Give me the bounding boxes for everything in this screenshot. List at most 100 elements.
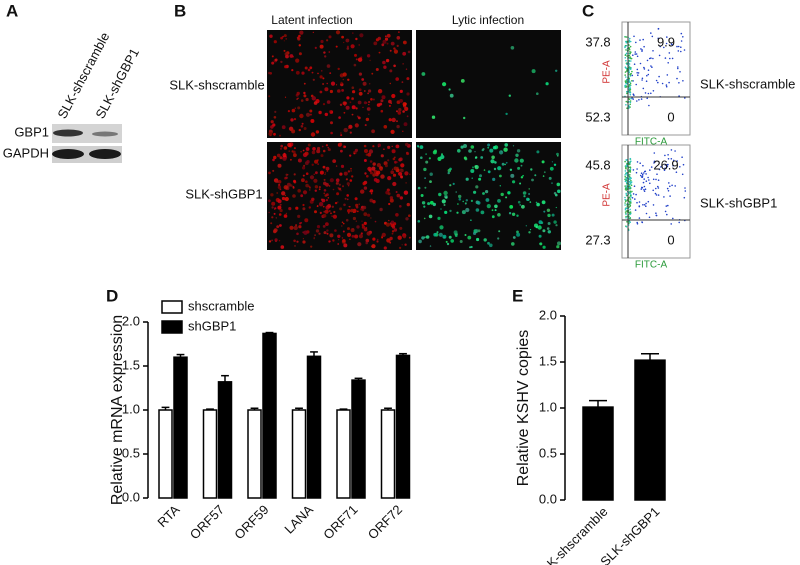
cell-dot	[341, 35, 344, 39]
cell-dot	[305, 147, 310, 151]
event-dot	[625, 194, 628, 196]
event-dot	[625, 40, 627, 43]
event-dot	[628, 41, 631, 43]
cell-dot	[511, 180, 516, 184]
cell-dot	[332, 239, 335, 242]
cell-dot	[508, 94, 511, 97]
cell-dot	[470, 169, 475, 173]
cell-dot	[381, 236, 384, 239]
event-dot	[624, 185, 626, 187]
cell-dot	[303, 164, 306, 167]
plot-frame	[621, 144, 691, 259]
event-dot	[632, 169, 635, 171]
cell-dot	[442, 234, 447, 239]
cell-dot	[396, 110, 398, 113]
cell-dot	[308, 185, 311, 188]
cell-dot	[358, 44, 360, 46]
bar	[306, 355, 322, 499]
event-dot	[643, 172, 645, 174]
event-dot	[629, 82, 632, 85]
event-dot	[624, 160, 626, 163]
bar	[395, 354, 411, 499]
cell-dot	[274, 58, 278, 62]
event-dot	[629, 101, 632, 104]
panel-label: B	[174, 1, 186, 20]
cell-dot	[320, 154, 324, 158]
event-dot	[625, 187, 627, 189]
cell-dot	[396, 36, 401, 40]
quadrant-value: 0	[667, 109, 674, 124]
event-dot	[637, 74, 639, 76]
event-dot	[680, 40, 683, 42]
cell-dot	[376, 163, 381, 168]
cell-dot	[310, 119, 315, 123]
cell-dot	[388, 219, 390, 222]
cell-dot	[539, 242, 543, 246]
cell-dot	[546, 227, 550, 230]
cell-dot	[296, 232, 299, 236]
event-dot	[634, 198, 636, 200]
event-dot	[676, 77, 678, 80]
cell-dot	[364, 149, 368, 153]
cell-dot	[392, 157, 396, 161]
cell-dot	[309, 189, 311, 191]
cell-dot	[403, 122, 408, 127]
cell-dot	[349, 101, 352, 104]
cell-dot	[448, 235, 452, 239]
cell-dot	[293, 153, 297, 158]
cell-dot	[463, 144, 467, 148]
cell-dot	[361, 220, 363, 222]
event-dot	[652, 57, 654, 60]
cell-dot	[338, 239, 340, 241]
cell-dot	[277, 185, 282, 189]
cell-dot	[516, 214, 519, 217]
cell-dot	[351, 86, 355, 89]
event-dot	[628, 100, 630, 103]
cell-dot	[398, 31, 400, 33]
cell-dot	[487, 170, 491, 174]
cell-dot	[339, 207, 343, 211]
cell-dot	[359, 33, 364, 38]
event-dot	[632, 80, 634, 82]
event-dot	[643, 190, 646, 192]
cell-dot	[501, 162, 505, 166]
event-dot	[625, 52, 628, 55]
event-dot	[625, 67, 627, 69]
cell-dot	[402, 51, 407, 56]
cell-dot	[393, 228, 398, 232]
cell-dot	[443, 190, 448, 196]
cell-dot	[500, 192, 504, 197]
cell-dot	[283, 34, 287, 38]
cell-dot	[355, 58, 358, 61]
cell-dot	[520, 176, 524, 179]
event-dot	[646, 97, 648, 100]
cell-dot	[383, 65, 387, 69]
cell-dot	[312, 147, 316, 151]
legend-swatch	[161, 320, 183, 334]
cell-dot	[350, 170, 352, 172]
row-label: SLK-shscramble	[169, 77, 264, 92]
cell-dot	[283, 49, 286, 52]
cell-dot	[284, 96, 287, 98]
event-dot	[667, 154, 669, 156]
cell-dot	[324, 172, 327, 174]
cell-dot	[323, 210, 326, 213]
cell-dot	[311, 197, 315, 201]
event-dot	[667, 62, 669, 64]
cell-dot	[347, 227, 350, 231]
event-dot	[625, 182, 628, 184]
x-tick-label: LANA	[281, 502, 316, 537]
event-dot	[629, 208, 631, 211]
cell-dot	[387, 192, 391, 196]
cell-dot	[382, 39, 387, 44]
cell-dot	[394, 156, 396, 158]
event-dot	[629, 56, 631, 58]
cell-dot	[358, 234, 363, 239]
event-dot	[625, 104, 627, 106]
cell-dot	[361, 225, 366, 229]
blot-strip	[52, 124, 122, 143]
event-dot	[631, 74, 634, 77]
cell-dot	[370, 192, 373, 195]
cell-dot	[531, 178, 534, 182]
